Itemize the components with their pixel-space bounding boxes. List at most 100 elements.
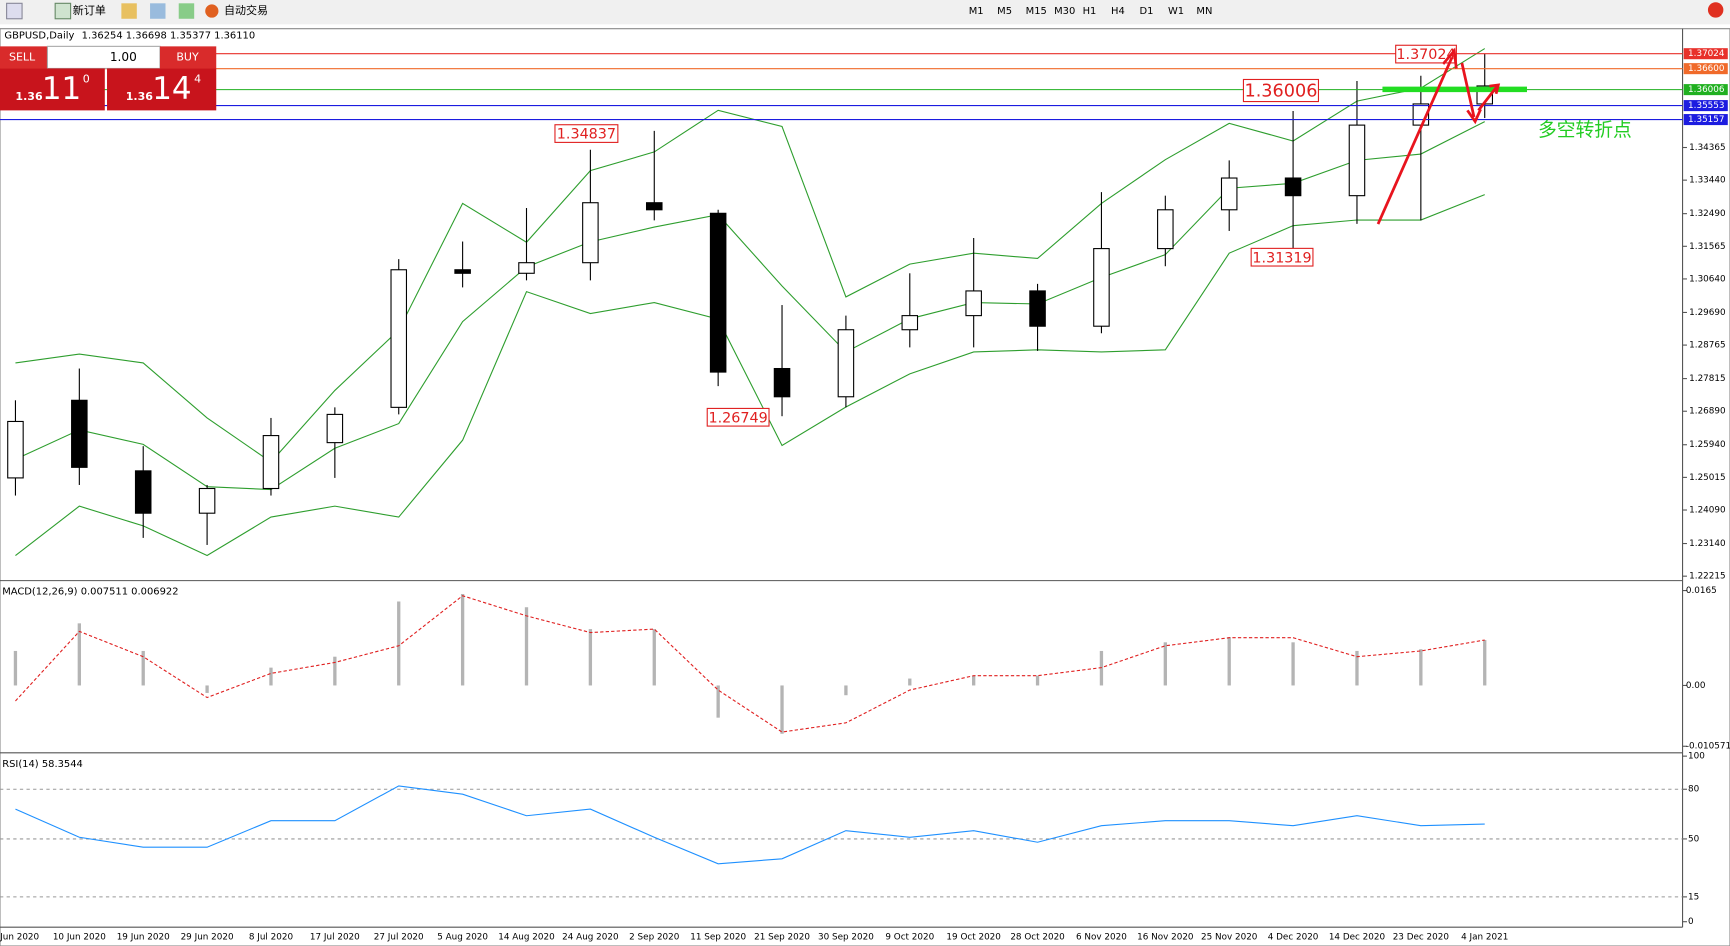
candle-body xyxy=(837,329,855,398)
candle-body xyxy=(1029,290,1046,327)
x-tick-label: 29 Jun 2020 xyxy=(181,933,234,943)
candle-body xyxy=(901,315,919,331)
y-tick-label: 1.32490 xyxy=(1689,209,1726,219)
chart-ohlc: 1.36254 1.36698 1.35377 1.36110 xyxy=(82,30,256,41)
candle-body xyxy=(71,399,88,468)
timeframe-button[interactable]: H4 xyxy=(1111,6,1125,17)
candle-body xyxy=(518,262,535,274)
timeframe-button[interactable]: W1 xyxy=(1168,6,1184,17)
timeframe-button[interactable]: D1 xyxy=(1140,6,1154,17)
turning-point-note: 多空转折点 xyxy=(1538,119,1632,141)
tool-icon[interactable] xyxy=(6,2,23,20)
price-annotation: 1.37024 xyxy=(1396,47,1455,63)
y-tick-label: 1.28765 xyxy=(1689,341,1725,351)
notification[interactable] xyxy=(1707,2,1724,18)
candle-body xyxy=(1093,248,1110,327)
y-tick-label: 1.22215 xyxy=(1689,572,1725,582)
x-tick-label: 16 Nov 2020 xyxy=(1137,933,1194,943)
trade-panel: SELL 1.00 BUY 1.36 11 0 1.36 14 4 xyxy=(0,45,217,111)
x-tick-label: 17 Jul 2020 xyxy=(310,933,360,943)
bollinger-lower xyxy=(15,194,1485,557)
macd-bar xyxy=(13,650,18,686)
lot-value[interactable]: 1.00 xyxy=(110,50,137,64)
candle-body xyxy=(134,470,152,514)
x-tick-label: 19 Jun 2020 xyxy=(117,933,170,943)
sell-prefix: 1.36 xyxy=(15,90,43,103)
candle-body xyxy=(709,212,727,373)
macd-bar xyxy=(844,685,848,696)
level-tag xyxy=(1683,84,1728,96)
macd-bar xyxy=(716,685,720,718)
timeframe-button[interactable]: MN xyxy=(1196,6,1212,17)
sell-small: 0 xyxy=(83,72,90,85)
lot-field[interactable] xyxy=(46,45,161,69)
candle-body xyxy=(198,487,216,514)
macd-bar xyxy=(460,594,465,686)
auto-trade-icon[interactable] xyxy=(205,4,219,18)
macd-bar xyxy=(972,675,976,686)
macd-bar xyxy=(141,650,145,686)
tool-icon[interactable] xyxy=(121,3,137,19)
buy-button[interactable] xyxy=(159,46,217,69)
y-tick-label: 1.25940 xyxy=(1689,440,1726,450)
candle-body xyxy=(7,420,24,479)
bollinger-middle xyxy=(15,121,1485,491)
candle-body xyxy=(1157,209,1174,250)
y-tick-label: 1.29690 xyxy=(1689,308,1726,318)
macd-bar xyxy=(780,685,784,734)
x-tick-label: 11 Sep 2020 xyxy=(690,933,746,943)
candle-body xyxy=(1284,177,1302,197)
toolbar xyxy=(0,0,1730,25)
y-tick-label: 50 xyxy=(1688,834,1700,844)
timeframe-button[interactable]: M30 xyxy=(1054,6,1075,17)
macd-bar xyxy=(908,678,912,686)
candle-body xyxy=(582,202,599,264)
x-tick-label: 2 Sep 2020 xyxy=(629,933,680,943)
timeframe-button[interactable]: M15 xyxy=(1026,6,1047,17)
macd-bar xyxy=(1099,650,1104,686)
rsi-line xyxy=(15,785,1485,865)
new-order-icon[interactable] xyxy=(54,2,72,20)
auto-trade[interactable]: 自动交易 xyxy=(224,3,268,17)
x-tick-label: 6 Nov 2020 xyxy=(1076,933,1127,943)
y-tick-label: 1.26890 xyxy=(1689,407,1726,417)
candle-body xyxy=(390,269,408,408)
x-tick-label: 14 Aug 2020 xyxy=(498,933,555,943)
level-label: 1.36600 xyxy=(1688,64,1725,74)
macd-signal xyxy=(15,595,1485,733)
candle-body xyxy=(645,202,663,211)
buy-price-box[interactable] xyxy=(107,68,217,111)
price-annotation-box xyxy=(1242,78,1320,103)
macd-bar xyxy=(1227,637,1231,686)
timeframe-button[interactable]: M1 xyxy=(969,6,984,17)
x-tick-label: 21 Sep 2020 xyxy=(754,933,810,943)
sell-label[interactable]: SELL xyxy=(9,50,36,63)
y-tick-label: 1.30640 xyxy=(1689,274,1726,284)
candle-body xyxy=(326,413,344,444)
y-tick-label: 100 xyxy=(1688,752,1705,762)
timeframe-button[interactable]: M5 xyxy=(997,6,1012,17)
y-tick-label: 1.25015 xyxy=(1689,473,1725,483)
macd-bar xyxy=(1355,650,1359,686)
price-annotation: 1.34837 xyxy=(557,127,616,143)
buy-label[interactable]: BUY xyxy=(176,50,199,63)
candle-body xyxy=(262,435,280,490)
tool-icon[interactable] xyxy=(150,3,166,19)
y-tick-label: 1.33440 xyxy=(1689,176,1726,186)
macd-bar xyxy=(77,623,81,686)
tool-icon[interactable] xyxy=(178,3,195,19)
macd-bar xyxy=(524,607,529,686)
buy-big: 14 xyxy=(152,71,191,107)
candle-body xyxy=(1348,124,1366,197)
new-order[interactable]: 新订单 xyxy=(73,3,106,17)
timeframe-button[interactable]: H1 xyxy=(1083,6,1097,17)
sell-button[interactable] xyxy=(0,46,48,69)
candle-body xyxy=(454,269,471,274)
x-tick-label: 8 Jul 2020 xyxy=(249,933,294,943)
chart-window xyxy=(0,28,1730,946)
y-tick-label: 1.27815 xyxy=(1689,374,1725,384)
y-tick-label: 0.00 xyxy=(1686,681,1706,691)
sell-price-box[interactable] xyxy=(0,68,105,111)
rsi-title: RSI(14) 58.3544 xyxy=(2,759,83,770)
